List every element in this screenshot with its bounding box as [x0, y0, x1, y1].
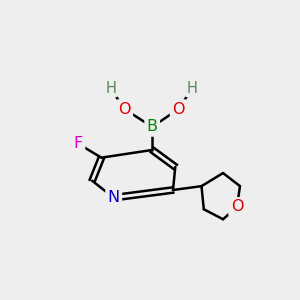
- Text: O: O: [172, 102, 184, 117]
- Text: O: O: [231, 200, 243, 214]
- Text: H: H: [187, 81, 198, 96]
- Text: H: H: [105, 81, 116, 96]
- Text: B: B: [147, 119, 158, 134]
- Text: F: F: [74, 136, 83, 151]
- Text: N: N: [108, 190, 120, 205]
- Text: O: O: [118, 102, 131, 117]
